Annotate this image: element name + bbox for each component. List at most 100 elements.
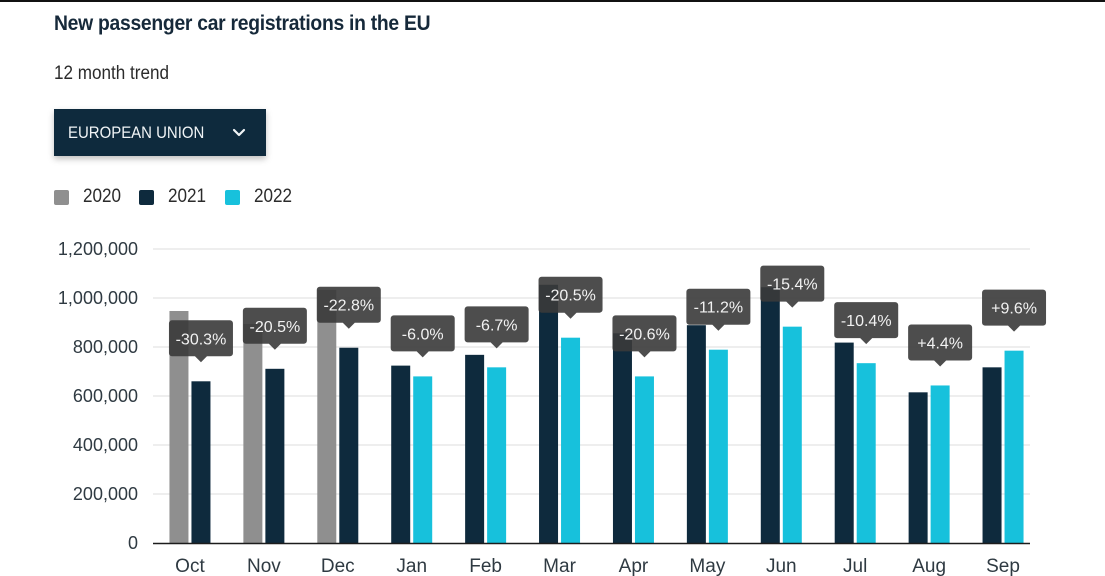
bar-2021-jan[interactable] — [391, 365, 411, 543]
x-tick-label: Jun — [766, 556, 797, 576]
x-tick-label: Jan — [396, 556, 427, 576]
bar-2022-jan[interactable] — [413, 376, 433, 543]
tooltip-box — [464, 306, 529, 349]
tooltip-box — [168, 320, 233, 363]
chart-subtitle: 12 month trend — [54, 63, 170, 84]
tooltip-box — [242, 307, 307, 350]
tooltip-label: -15.4% — [767, 277, 818, 294]
y-tick-label: 1,200,000 — [58, 239, 138, 259]
bar-2021-jul[interactable] — [834, 342, 854, 543]
change-tooltip: -6.0% — [390, 315, 455, 358]
change-tooltip: -11.2% — [686, 288, 751, 331]
legend-item-2021[interactable]: 2021 — [139, 186, 210, 208]
bar-2022-aug[interactable] — [930, 385, 950, 543]
bar-2020-nov[interactable] — [243, 323, 263, 543]
bar-2020-oct[interactable] — [169, 310, 189, 543]
change-tooltip: -15.4% — [760, 265, 825, 308]
bar-2021-may[interactable] — [686, 325, 706, 543]
x-tick-label: Sep — [986, 556, 1020, 576]
legend-label-2022: 2022 — [253, 186, 292, 207]
tooltip-label: -22.8% — [323, 298, 374, 315]
tooltip-label: -6.0% — [402, 326, 444, 343]
change-tooltip: -20.6% — [612, 315, 677, 358]
x-tick-label: Nov — [247, 556, 281, 576]
tooltip-box — [538, 276, 603, 319]
y-tick-label: 0 — [128, 533, 138, 553]
bar-2021-jun[interactable] — [760, 287, 780, 543]
tooltip-box — [908, 324, 973, 367]
bar-2020-dec[interactable] — [317, 289, 337, 543]
x-tick-label: Mar — [543, 556, 576, 576]
bar-2021-feb[interactable] — [465, 354, 485, 543]
y-tick-label: 400,000 — [73, 435, 138, 455]
bar-2022-feb[interactable] — [487, 367, 507, 543]
y-tick-label: 600,000 — [73, 386, 138, 406]
legend-item-2020[interactable]: 2020 — [54, 186, 125, 208]
y-tick-label: 200,000 — [73, 484, 138, 504]
tooltip-label: -11.2% — [694, 300, 744, 317]
tooltip-label: +9.6% — [991, 301, 1037, 318]
legend-item-2022[interactable]: 2022 — [224, 186, 296, 208]
change-tooltip: -22.8% — [316, 286, 381, 329]
x-tick-label: Jul — [843, 556, 867, 576]
top-border — [0, 0, 1105, 2]
region-dropdown[interactable]: EUROPEAN UNION — [54, 109, 266, 156]
tooltip-box — [834, 302, 899, 345]
bar-2021-oct[interactable] — [191, 381, 211, 543]
bar-2021-dec[interactable] — [339, 347, 359, 543]
tooltip-box — [686, 288, 751, 331]
bar-2022-sep[interactable] — [1004, 350, 1024, 543]
y-axis-ticks: 0 200,000 400,000 600,000 800,000 1,000,000 1,… — [58, 239, 138, 553]
y-tick-label: 1,000,000 — [58, 288, 138, 308]
tooltip-box — [316, 286, 381, 329]
bars — [169, 284, 1024, 543]
change-tooltip: -30.3% — [168, 320, 233, 363]
tooltip-label: -6.7% — [476, 317, 518, 334]
bar-2021-nov[interactable] — [265, 368, 285, 543]
change-tooltip: -20.5% — [242, 307, 307, 350]
change-tooltip: -20.5% — [538, 276, 603, 319]
legend-swatch-2021 — [139, 189, 155, 205]
x-axis-ticks: Oct Nov Dec Jan Feb Mar Apr May Jun Jul Aug Sep — [175, 556, 1020, 576]
tooltip-label: -20.6% — [619, 326, 670, 343]
bar-2022-jul[interactable] — [856, 363, 876, 543]
tooltip-label: -30.3% — [176, 331, 227, 348]
y-tick-label: 800,000 — [73, 337, 138, 357]
change-tooltip: -6.7% — [464, 306, 529, 349]
region-dropdown-label: EUROPEAN UNION — [68, 122, 205, 142]
change-tooltip: +4.4% — [908, 324, 973, 367]
tooltip-label: -20.5% — [250, 319, 301, 336]
legend-label-2020: 2020 — [83, 186, 122, 207]
x-tick-label: May — [689, 556, 725, 576]
bar-2021-apr[interactable] — [612, 333, 632, 543]
change-tooltips: -30.3% -20.5% -22.8% -6.0% -6.7% -20.5% -20.6%… — [168, 265, 1047, 367]
tooltip-label: -10.4% — [841, 313, 892, 330]
tooltip-box — [982, 289, 1047, 332]
bar-2022-may[interactable] — [708, 349, 728, 543]
bar-2021-aug[interactable] — [908, 392, 928, 543]
tooltip-box — [390, 315, 455, 358]
gridlines — [153, 248, 1030, 495]
bar-2021-sep[interactable] — [982, 367, 1002, 543]
x-tick-label: Apr — [619, 556, 649, 576]
bar-2021-mar[interactable] — [539, 284, 559, 543]
x-tick-label: Oct — [175, 556, 205, 576]
legend-label-2021: 2021 — [168, 186, 207, 207]
chevron-down-icon — [232, 128, 246, 137]
tooltip-label: -20.5% — [545, 288, 596, 305]
bar-2022-apr[interactable] — [634, 376, 654, 543]
tooltip-label: +4.4% — [917, 335, 963, 352]
tooltip-box — [760, 265, 825, 308]
chart-legend: 2020 2021 2022 — [54, 186, 310, 208]
change-tooltip: -10.4% — [834, 302, 899, 345]
bar-2022-mar[interactable] — [561, 337, 581, 543]
chart-title: New passenger car registrations in the E… — [54, 12, 431, 35]
x-tick-label: Dec — [321, 556, 355, 576]
change-tooltip: +9.6% — [982, 289, 1047, 332]
x-tick-label: Aug — [912, 556, 946, 576]
legend-swatch-2020 — [54, 189, 69, 205]
x-tick-label: Feb — [469, 556, 502, 576]
bar-2022-jun[interactable] — [782, 326, 802, 543]
legend-swatch-2022 — [224, 189, 240, 205]
